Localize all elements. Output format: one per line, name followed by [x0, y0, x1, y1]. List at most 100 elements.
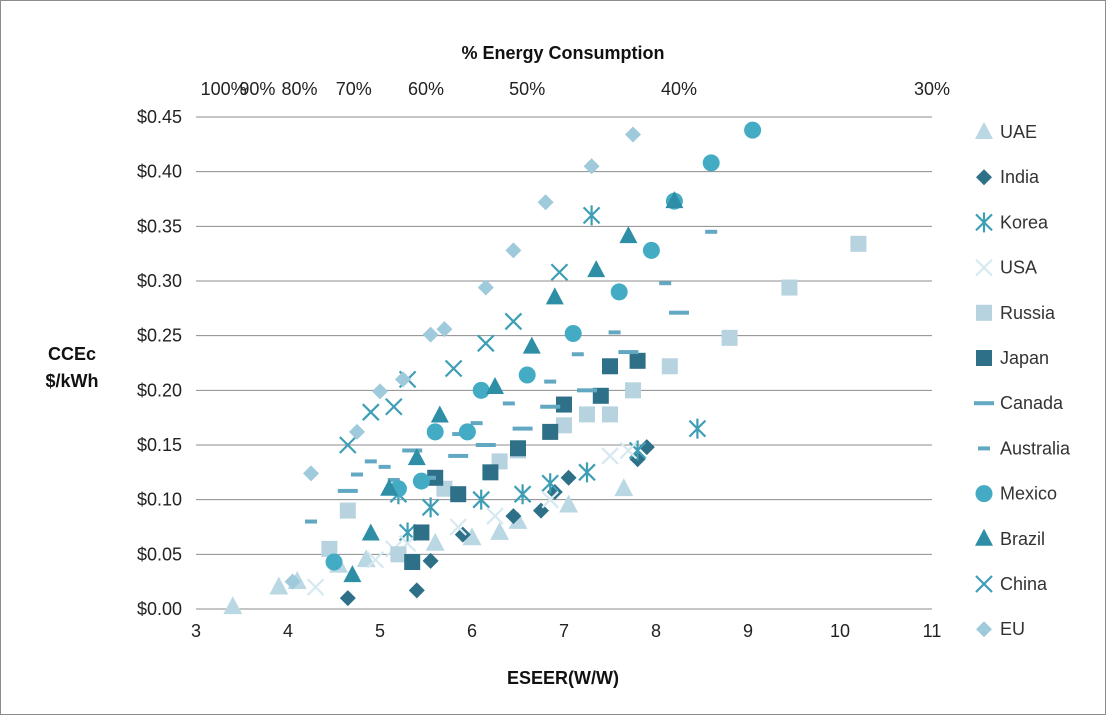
- legend-item: Australia: [978, 438, 1071, 458]
- legend-label: Brazil: [1000, 529, 1045, 549]
- diamond-marker: [454, 526, 471, 543]
- legend-label: Russia: [1000, 303, 1056, 323]
- triangle-marker: [975, 122, 993, 139]
- x-tick-label: 11: [923, 621, 942, 641]
- triangle-marker: [975, 528, 993, 546]
- x-tick-label: 8: [651, 621, 661, 641]
- dash-marker: [337, 488, 358, 493]
- x-marker: [619, 441, 638, 460]
- x2-tick-label: 40%: [661, 79, 697, 99]
- dash-marker: [540, 404, 561, 409]
- circle-marker: [472, 381, 490, 399]
- circle-marker: [412, 472, 430, 490]
- x-tick-label: 4: [283, 621, 293, 641]
- legend-label: Canada: [1000, 393, 1064, 413]
- y-tick-label: $0.35: [137, 216, 182, 236]
- x-marker: [362, 403, 380, 421]
- x2-tick-label: 30%: [914, 79, 950, 99]
- x-marker: [504, 312, 523, 331]
- x-axis-title: ESEER(W/W): [507, 668, 619, 688]
- square-marker: [602, 406, 618, 423]
- dash-marker: [351, 472, 363, 477]
- legend-item: Korea: [975, 212, 1049, 233]
- legend-item: China: [975, 574, 1048, 594]
- dash-marker: [305, 519, 317, 524]
- diamond-marker: [976, 621, 992, 638]
- square-marker: [629, 352, 646, 369]
- triangle-marker: [486, 377, 504, 395]
- dash-marker: [974, 401, 994, 406]
- x-marker: [366, 551, 385, 569]
- square-marker: [339, 502, 356, 519]
- circle-marker: [610, 283, 628, 301]
- gridlines: [196, 116, 932, 555]
- dash-marker: [669, 310, 689, 315]
- square-marker: [413, 524, 430, 541]
- dash-marker: [364, 459, 377, 464]
- x2-tick-label: 50%: [509, 79, 545, 99]
- dash-marker: [544, 379, 557, 384]
- dash-marker: [577, 388, 597, 393]
- x-marker: [975, 258, 993, 277]
- legend-label: USA: [1000, 258, 1037, 278]
- triangle-marker: [407, 448, 426, 466]
- triangle-marker: [490, 521, 510, 540]
- dash-marker: [475, 443, 496, 447]
- diamond-marker: [505, 242, 522, 259]
- dash-marker: [512, 426, 533, 431]
- legend-item: USA: [975, 258, 1037, 278]
- x-marker: [385, 397, 403, 416]
- dash-marker: [378, 464, 391, 469]
- square-marker: [404, 553, 421, 570]
- legend-label: India: [1000, 167, 1040, 187]
- series-brazil: [343, 191, 684, 583]
- square-marker: [482, 464, 499, 481]
- asterisk-marker: [578, 462, 596, 483]
- legend-item: Brazil: [975, 528, 1045, 549]
- square-marker: [390, 546, 407, 563]
- x-tick-label: 9: [743, 621, 753, 641]
- x2-tick-label: 90%: [239, 79, 275, 99]
- square-marker: [976, 304, 992, 321]
- x-marker: [601, 447, 619, 465]
- x-tick-label: 3: [191, 621, 201, 641]
- legend-item: EU: [976, 619, 1025, 639]
- square-marker: [661, 358, 678, 375]
- square-marker: [556, 417, 572, 434]
- diamond-marker: [422, 552, 439, 569]
- legend-item: Canada: [974, 393, 1064, 413]
- asterisk-marker: [541, 473, 559, 494]
- y-tick-label: $0.30: [137, 271, 182, 291]
- asterisk-marker: [688, 418, 707, 439]
- triangle-marker: [522, 336, 541, 354]
- dash-marker: [618, 350, 639, 355]
- x2-tick-label: 80%: [281, 79, 317, 99]
- asterisk-marker: [582, 205, 601, 226]
- diamond-marker: [533, 502, 549, 519]
- square-marker: [850, 235, 867, 252]
- diamond-marker: [625, 126, 641, 143]
- legend-item: Russia: [976, 303, 1056, 323]
- y-tick-label: $0.25: [137, 326, 182, 346]
- x-marker: [444, 359, 463, 378]
- x2-tick-label: 100%: [201, 79, 247, 99]
- legend-item: Japan: [976, 348, 1049, 368]
- triangle-marker: [380, 478, 399, 496]
- triangle-marker: [587, 260, 606, 278]
- x-marker: [541, 490, 559, 509]
- square-marker: [602, 358, 618, 375]
- x2-tick-label: 60%: [408, 79, 444, 99]
- x-tick-label: 10: [830, 621, 850, 641]
- square-marker: [781, 279, 798, 296]
- dash-marker: [502, 401, 515, 406]
- legend-item: India: [976, 167, 1040, 187]
- triangle-marker: [619, 226, 638, 244]
- legend-item: Mexico: [975, 484, 1057, 504]
- y-tick-label: $0.05: [137, 544, 182, 564]
- legend-label: EU: [1000, 619, 1025, 639]
- legend-label: Australia: [1000, 438, 1071, 458]
- diamond-marker: [638, 439, 655, 456]
- diamond-marker: [583, 158, 600, 175]
